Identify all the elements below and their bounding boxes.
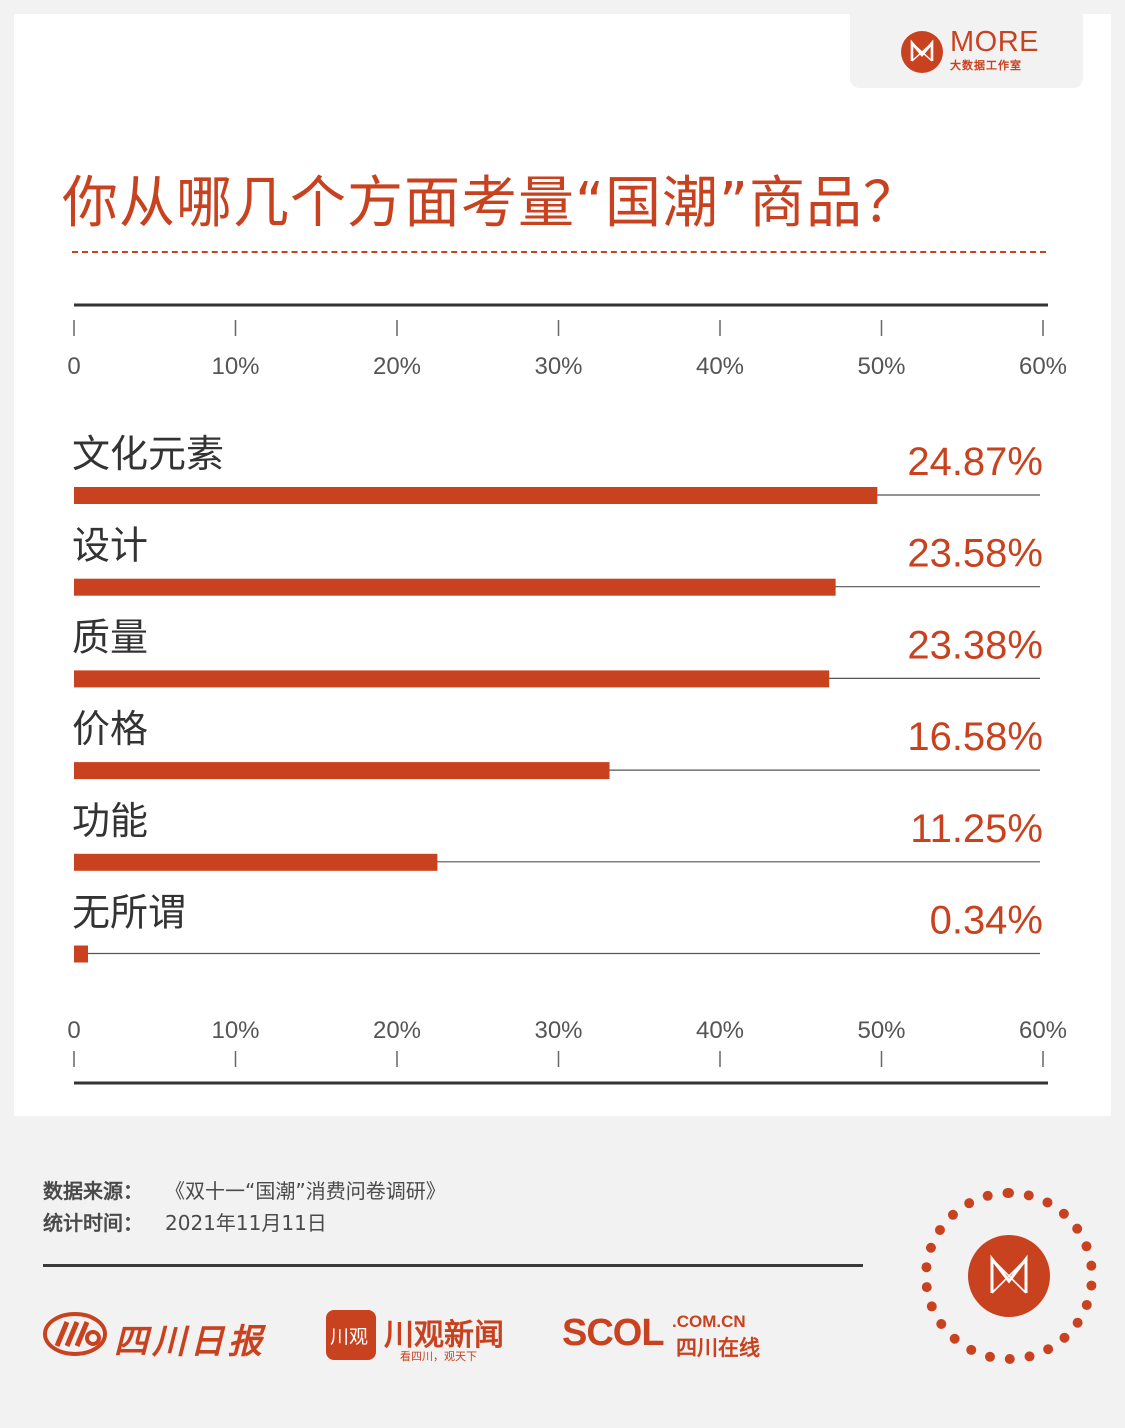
bottom-tick-label: 20% <box>373 1017 421 1044</box>
title-divider <box>72 251 1046 253</box>
value-label: 23.38% <box>907 623 1043 667</box>
sichuan-daily-logo-icon <box>43 1312 107 1356</box>
bottom-tick-label: 50% <box>857 1017 905 1044</box>
source-value: 《双十一“国潮”消费问卷调研》 <box>165 1179 446 1203</box>
value-label: 16.58% <box>907 715 1043 759</box>
footer-divider <box>43 1264 863 1267</box>
top-tick-label: 20% <box>373 353 421 380</box>
top-tick-label: 30% <box>534 353 582 380</box>
chuanguan-badge <box>326 1310 376 1360</box>
time-label: 统计时间： <box>43 1211 143 1235</box>
chart-card <box>14 14 1111 1116</box>
brand-tab <box>850 14 1083 88</box>
bar <box>74 762 610 780</box>
top-tick-label: 60% <box>1019 353 1067 380</box>
source-block: 数据来源： 《双十一“国潮”消费问卷调研》 统计时间： 2021年11月11日 <box>43 1175 446 1239</box>
value-label: 24.87% <box>907 440 1043 484</box>
top-tick-label: 40% <box>696 353 744 380</box>
category-label: 质量 <box>72 617 148 659</box>
mini-program-center-logo-icon <box>968 1235 1050 1317</box>
category-label: 功能 <box>72 801 148 843</box>
bar <box>74 670 830 688</box>
bar <box>74 945 88 963</box>
bottom-tick-label: 40% <box>696 1017 744 1044</box>
top-tick-label: 0 <box>67 353 80 380</box>
publisher-chuanguan-slogan: 看四川，观天下 <box>400 1350 477 1363</box>
value-label: 0.34% <box>930 899 1043 943</box>
category-label: 价格 <box>72 709 148 751</box>
category-label: 无所谓 <box>72 893 186 935</box>
publisher-chuanguan: 川观新闻 <box>384 1318 504 1353</box>
brand-subtitle: 大数据工作室 <box>950 59 1022 72</box>
bar <box>74 487 878 504</box>
bottom-tick-label: 30% <box>534 1017 582 1044</box>
mini-program-code-icon[interactable] <box>921 1188 1097 1364</box>
brand-name: MORE <box>950 26 1039 58</box>
publisher-scol-name: 四川在线 <box>676 1336 760 1360</box>
top-tick-label: 50% <box>857 353 905 380</box>
value-label: 11.25% <box>910 807 1043 851</box>
top-tick-label: 10% <box>211 353 259 380</box>
publisher-scol: SCOL <box>562 1312 665 1354</box>
chuanguan-badge-text: 川观 <box>330 1326 369 1348</box>
bottom-tick-label: 60% <box>1019 1017 1067 1044</box>
category-label: 设计 <box>72 526 148 568</box>
category-label: 文化元素 <box>72 434 224 476</box>
publisher-sichuan-daily: 四川日报 <box>114 1322 266 1362</box>
source-label: 数据来源： <box>43 1179 143 1203</box>
bar <box>74 853 438 871</box>
more-logo-icon <box>901 31 943 73</box>
bottom-tick-label: 0 <box>67 1017 80 1044</box>
chart-title: 你从哪几个方面考量“国潮”商品？ <box>62 171 921 236</box>
time-value: 2021年11月11日 <box>165 1211 327 1235</box>
value-label: 23.58% <box>907 532 1043 576</box>
publisher-scol-domain: .COM.CN <box>672 1312 746 1331</box>
bar <box>74 578 836 596</box>
bottom-tick-label: 10% <box>211 1017 259 1044</box>
